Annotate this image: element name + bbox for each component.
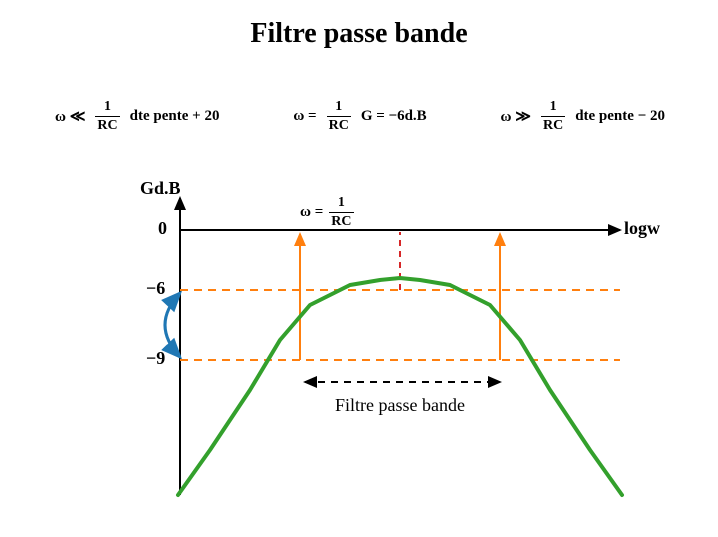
- page-title: Filtre passe bande: [0, 18, 718, 50]
- frac-1-rc-mid: 1 RC: [327, 100, 351, 133]
- formula-mid: ω = 1 RC G = −6d.B: [293, 100, 426, 133]
- formula-left-rel: ω ≪: [55, 107, 85, 126]
- formula-mid-rel: ω =: [293, 108, 316, 125]
- frac-1-rc-right: 1 RC: [541, 100, 565, 133]
- bode-chart: Gd.B logw 0 −6 −9 Filtre passe bande: [120, 190, 640, 505]
- passband-label: Filtre passe bande: [335, 395, 465, 416]
- y-axis-label: Gd.B: [140, 178, 181, 199]
- formula-left-slope: dte pente + 20: [130, 108, 220, 125]
- formula-left: ω ≪ 1 RC dte pente + 20: [55, 100, 219, 133]
- formula-right-slope: dte pente − 20: [575, 108, 665, 125]
- formula-row: ω ≪ 1 RC dte pente + 20 ω = 1 RC G = −6d…: [55, 100, 665, 133]
- tick-minus-9: −9: [146, 348, 165, 369]
- formula-right: ω ≫ 1 RC dte pente − 20: [501, 100, 665, 133]
- formula-right-rel: ω ≫: [501, 107, 531, 126]
- x-axis-label: logw: [624, 218, 660, 239]
- tick-minus-6: −6: [146, 278, 165, 299]
- frac-1-rc-left: 1 RC: [95, 100, 119, 133]
- tick-0: 0: [158, 218, 167, 239]
- formula-mid-gain: G = −6d.B: [361, 108, 427, 125]
- chart-svg: [120, 190, 640, 505]
